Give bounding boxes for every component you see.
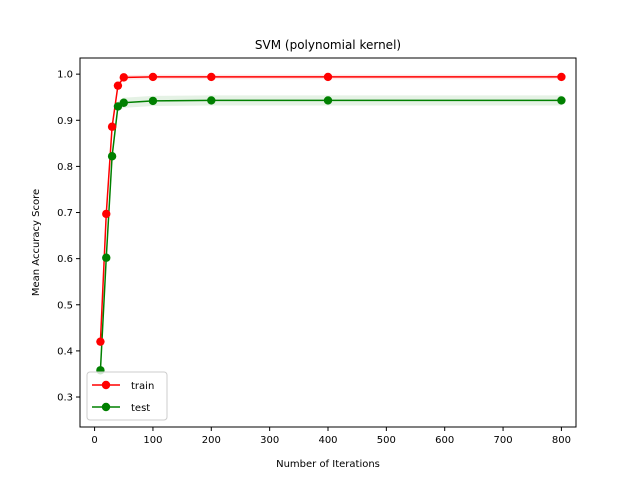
x-tick-label: 800 [552,435,571,446]
x-tick-label: 700 [494,435,513,446]
y-tick-label: 0.4 [57,346,73,357]
chart-title: SVM (polynomial kernel) [255,38,401,52]
data-point-test [557,96,566,105]
data-point-train [102,209,111,219]
legend-label-test: test [131,403,150,414]
x-axis-ticks: 0 100 200 300 400 500 600 700 800 [91,427,571,446]
data-point-train [323,72,333,82]
data-point-train [107,122,117,131]
data-point-train [148,72,158,82]
x-tick-label: 500 [377,435,396,446]
y-tick-label: 0.9 [57,116,73,127]
y-axis-label: Mean Accuracy Score [31,189,42,296]
y-axis-ticks: 0.3 0.4 0.5 0.6 0.7 0.8 0.9 1.0 [57,70,80,404]
data-point-test [119,98,128,107]
y-tick-label: 1.0 [57,70,73,81]
x-tick-label: 600 [435,435,454,446]
data-point-test [207,96,216,105]
legend-marker-train [101,380,111,390]
data-point-test [107,152,117,161]
data-point-test [102,253,111,262]
x-tick-label: 200 [202,435,221,446]
series-points [96,72,566,375]
y-tick-label: 0.7 [57,208,73,219]
data-point-train [207,72,216,82]
x-tick-label: 400 [318,435,337,446]
x-tick-label: 0 [91,435,97,446]
legend: train test [86,371,168,421]
data-point-train [113,81,123,90]
x-axis-label: Number of Iterations [276,459,380,470]
data-point-train [119,73,128,82]
legend-box [86,371,168,421]
legend-marker-test [101,402,111,412]
y-tick-label: 0.6 [57,254,73,265]
x-tick-label: 100 [143,435,162,446]
data-point-test [323,96,333,105]
legend-label-train: train [131,381,154,392]
data-point-train [557,72,566,82]
data-point-test [148,96,158,106]
y-tick-label: 0.5 [57,300,73,311]
data-point-train [96,337,105,346]
y-tick-label: 0.3 [57,393,73,404]
y-tick-label: 0.8 [57,162,73,173]
x-tick-label: 300 [260,435,279,446]
